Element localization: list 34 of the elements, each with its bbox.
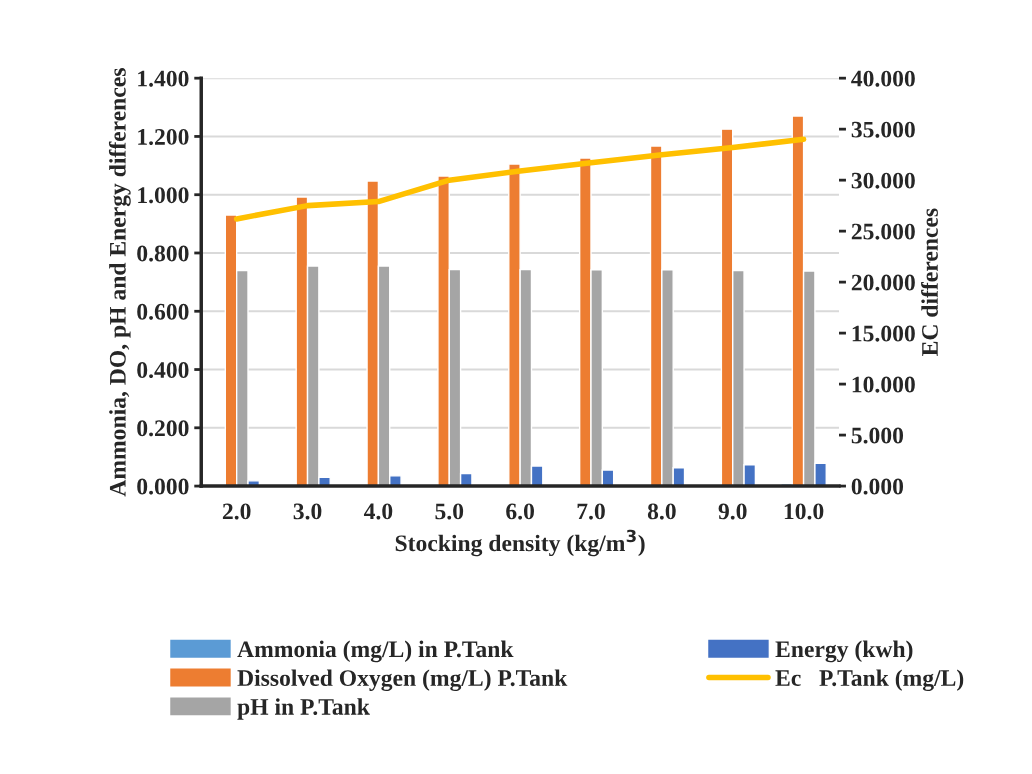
- legend-label: pH in P.Tank: [237, 698, 370, 720]
- y2-tick-label: 25.000: [851, 223, 915, 240]
- y2-tick-label: 30.000: [851, 172, 915, 189]
- x-tick-label: 9.0: [718, 503, 747, 520]
- y-tick-label: 0.000: [137, 478, 189, 495]
- y-tick-label: 0.200: [137, 420, 189, 437]
- y-axis-title: Ammonia, DO, pH and Energy differences: [108, 68, 131, 497]
- y-tick-label: 1.200: [138, 128, 189, 145]
- x-tick-label: 5.0: [435, 503, 464, 520]
- y2-tick-label: 15.000: [852, 325, 915, 342]
- y-tick-label: 1.000: [138, 187, 189, 204]
- y-tick-label: 1.400: [138, 70, 189, 87]
- x-tick-label: 4.0: [363, 503, 393, 520]
- x-tick-label: 3.0: [293, 503, 322, 520]
- y2-tick-label: 35.000: [851, 121, 915, 138]
- x-tick-label: 7.0: [577, 503, 605, 520]
- y2-axis-title: EC differences: [921, 208, 938, 356]
- y2-tick-label: 20.000: [851, 274, 915, 291]
- x-tick-label: 10.0: [784, 503, 824, 520]
- y2-tick-label: 5.000: [851, 427, 904, 444]
- x-tick-label: 8.0: [647, 503, 676, 520]
- y2-tick-label: 10.000: [852, 376, 915, 393]
- y-tick-label: 0.400: [137, 362, 189, 379]
- legend-label: Ammonia (mg/L) in P.Tank: [237, 640, 514, 663]
- legend-label: Energy (kwh): [775, 640, 913, 663]
- legend-label: Ec P.Tank (mg/L): [775, 669, 964, 692]
- x-tick-label: 2.0: [222, 503, 251, 520]
- x-axis-title: Stocking density (kg/m$^{3}$): [395, 529, 645, 557]
- y-tick-label: 0.600: [137, 303, 189, 320]
- y2-tick-label: 40.000: [851, 70, 915, 87]
- y-tick-label: 0.800: [137, 245, 189, 262]
- legend-label: Dissolved Oxygen (mg/L) P.Tank: [237, 669, 568, 692]
- x-tick-label: 6.0: [506, 503, 534, 520]
- y2-tick-label: 0.000: [851, 478, 904, 495]
